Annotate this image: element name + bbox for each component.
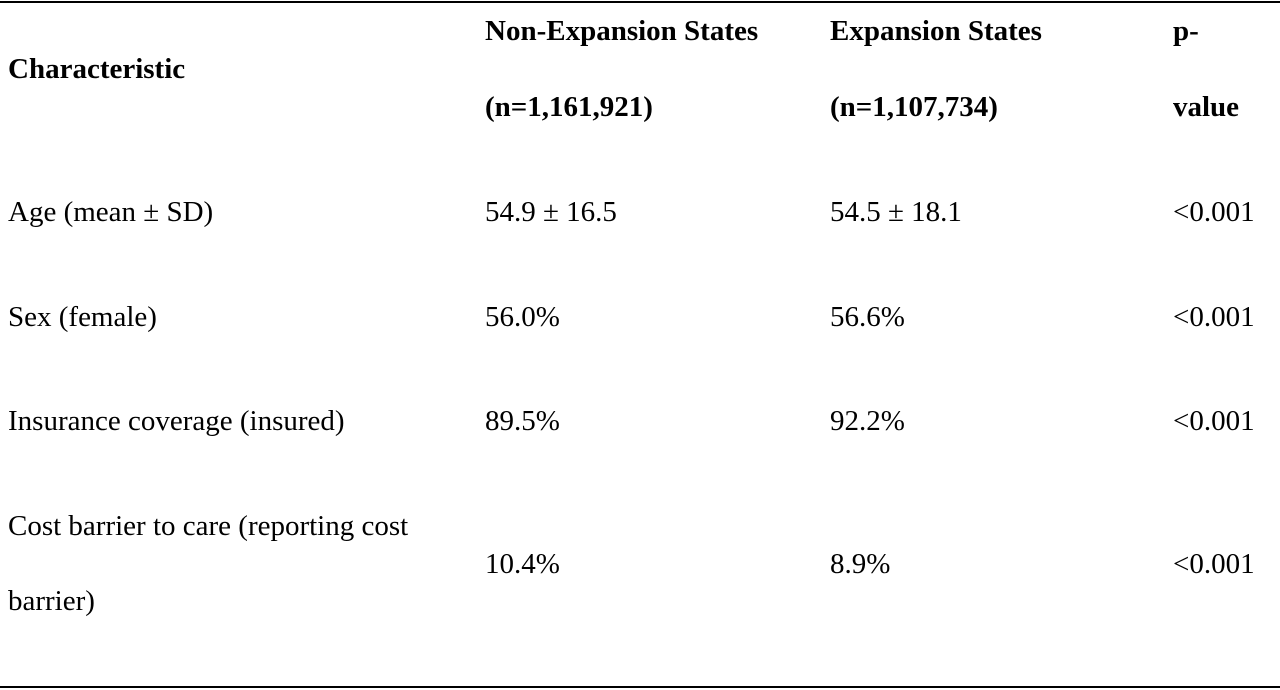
row-age-characteristic: Age (mean ± SD) xyxy=(8,196,214,228)
header-characteristic: Characteristic xyxy=(8,53,186,85)
row-sex-pvalue: <0.001 xyxy=(1173,301,1255,333)
row-age-pvalue: <0.001 xyxy=(1173,196,1255,228)
header-expansion-line1: Expansion States xyxy=(830,15,1042,47)
row-cost-barrier-pvalue: <0.001 xyxy=(1173,548,1255,580)
header-pvalue-line2: value xyxy=(1173,91,1240,123)
row-sex-characteristic: Sex (female) xyxy=(8,301,157,333)
row-sex-expansion: 56.6% xyxy=(830,301,905,333)
row-insurance-pvalue: <0.001 xyxy=(1173,405,1255,437)
header-pvalue-line1: p- xyxy=(1173,15,1199,47)
table-bottom-rule xyxy=(0,686,1280,688)
row-insurance-non-expansion: 89.5% xyxy=(485,405,560,437)
row-cost-barrier-non-expansion: 10.4% xyxy=(485,548,560,580)
row-insurance-expansion: 92.2% xyxy=(830,405,905,437)
header-expansion-line2: (n=1,107,734) xyxy=(830,91,998,123)
row-sex-non-expansion: 56.0% xyxy=(485,301,560,333)
row-cost-barrier-characteristic-line1: Cost barrier to care (reporting cost xyxy=(8,510,409,542)
row-age-expansion: 54.5 ± 18.1 xyxy=(830,196,962,228)
row-age-non-expansion: 54.9 ± 16.5 xyxy=(485,196,617,228)
row-insurance-characteristic: Insurance coverage (insured) xyxy=(8,405,345,437)
header-non-expansion-line1: Non-Expansion States xyxy=(485,15,759,47)
header-non-expansion-line2: (n=1,161,921) xyxy=(485,91,653,123)
table-top-rule xyxy=(0,1,1280,3)
row-cost-barrier-characteristic-line2: barrier) xyxy=(8,585,95,617)
row-cost-barrier-expansion: 8.9% xyxy=(830,548,891,580)
